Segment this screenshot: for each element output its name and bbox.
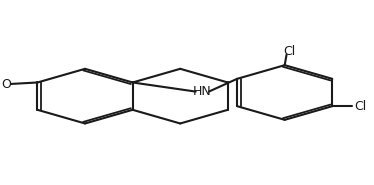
Text: O: O xyxy=(1,78,11,91)
Text: Cl: Cl xyxy=(355,100,367,113)
Text: HN: HN xyxy=(193,85,212,98)
Text: Cl: Cl xyxy=(284,45,296,58)
